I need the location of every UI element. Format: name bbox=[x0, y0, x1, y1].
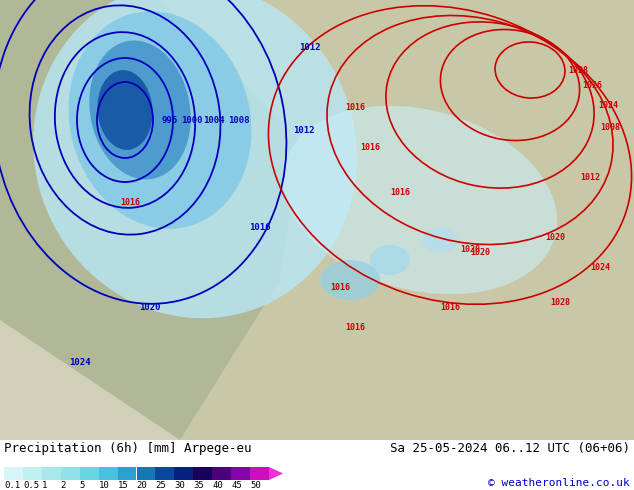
Bar bbox=[42, 467, 61, 480]
Text: 1020: 1020 bbox=[470, 248, 490, 257]
Text: 1000: 1000 bbox=[181, 116, 202, 124]
Text: 2: 2 bbox=[61, 481, 66, 490]
Text: 10: 10 bbox=[99, 481, 110, 490]
Bar bbox=[136, 467, 155, 480]
Text: 1024: 1024 bbox=[590, 263, 610, 272]
Bar bbox=[99, 467, 117, 480]
Text: 35: 35 bbox=[193, 481, 204, 490]
Ellipse shape bbox=[283, 106, 557, 294]
Text: 25: 25 bbox=[155, 481, 166, 490]
Bar bbox=[23, 467, 42, 480]
Ellipse shape bbox=[370, 245, 410, 275]
Text: 30: 30 bbox=[174, 481, 185, 490]
Ellipse shape bbox=[68, 11, 252, 229]
Text: 1024: 1024 bbox=[598, 100, 618, 109]
Text: Sa 25-05-2024 06..12 UTC (06+06): Sa 25-05-2024 06..12 UTC (06+06) bbox=[390, 442, 630, 455]
Ellipse shape bbox=[320, 260, 380, 300]
Text: 1016: 1016 bbox=[360, 143, 380, 152]
Text: 1016: 1016 bbox=[390, 188, 410, 197]
Text: 1016: 1016 bbox=[440, 303, 460, 312]
Text: 0.1: 0.1 bbox=[4, 481, 20, 490]
Polygon shape bbox=[0, 0, 300, 440]
Text: 1028: 1028 bbox=[568, 66, 588, 74]
Text: 1024: 1024 bbox=[69, 358, 91, 367]
Ellipse shape bbox=[89, 41, 191, 179]
Bar bbox=[80, 467, 99, 480]
Text: 1: 1 bbox=[42, 481, 47, 490]
Text: 1016: 1016 bbox=[330, 283, 350, 292]
Text: 0.5: 0.5 bbox=[23, 481, 39, 490]
Bar bbox=[61, 467, 80, 480]
Text: 1020: 1020 bbox=[460, 245, 480, 254]
Text: 1012: 1012 bbox=[299, 43, 321, 52]
Bar bbox=[212, 467, 231, 480]
Text: 1016: 1016 bbox=[249, 223, 271, 232]
Text: 1026: 1026 bbox=[582, 80, 602, 90]
Text: 20: 20 bbox=[136, 481, 147, 490]
Text: 1008: 1008 bbox=[228, 116, 250, 124]
Ellipse shape bbox=[33, 0, 357, 318]
Bar bbox=[174, 467, 193, 480]
Text: 1016: 1016 bbox=[345, 103, 365, 112]
Bar bbox=[231, 467, 250, 480]
Text: 40: 40 bbox=[212, 481, 223, 490]
Text: 5: 5 bbox=[80, 481, 85, 490]
Text: 1012: 1012 bbox=[293, 125, 314, 134]
Text: 1020: 1020 bbox=[139, 303, 161, 312]
Polygon shape bbox=[0, 0, 634, 440]
Text: 996: 996 bbox=[161, 116, 177, 124]
Text: 1016: 1016 bbox=[120, 198, 140, 207]
Bar bbox=[193, 467, 212, 480]
Text: 1012: 1012 bbox=[580, 173, 600, 182]
Text: 1020: 1020 bbox=[545, 233, 565, 242]
Polygon shape bbox=[0, 0, 180, 440]
Text: 1004: 1004 bbox=[203, 116, 224, 124]
Bar bbox=[250, 467, 269, 480]
Polygon shape bbox=[269, 467, 283, 480]
Ellipse shape bbox=[422, 227, 458, 252]
Bar bbox=[4, 467, 23, 480]
Bar bbox=[117, 467, 136, 480]
Text: 15: 15 bbox=[117, 481, 128, 490]
Text: Precipitation (6h) [mm] Arpege-eu: Precipitation (6h) [mm] Arpege-eu bbox=[4, 442, 252, 455]
Text: 1028: 1028 bbox=[550, 298, 570, 307]
Text: © weatheronline.co.uk: © weatheronline.co.uk bbox=[488, 478, 630, 488]
Text: 1016: 1016 bbox=[345, 323, 365, 332]
Ellipse shape bbox=[98, 70, 153, 150]
Bar bbox=[155, 467, 174, 480]
Text: 50: 50 bbox=[250, 481, 261, 490]
Text: 45: 45 bbox=[231, 481, 242, 490]
Text: 1008: 1008 bbox=[600, 123, 620, 132]
